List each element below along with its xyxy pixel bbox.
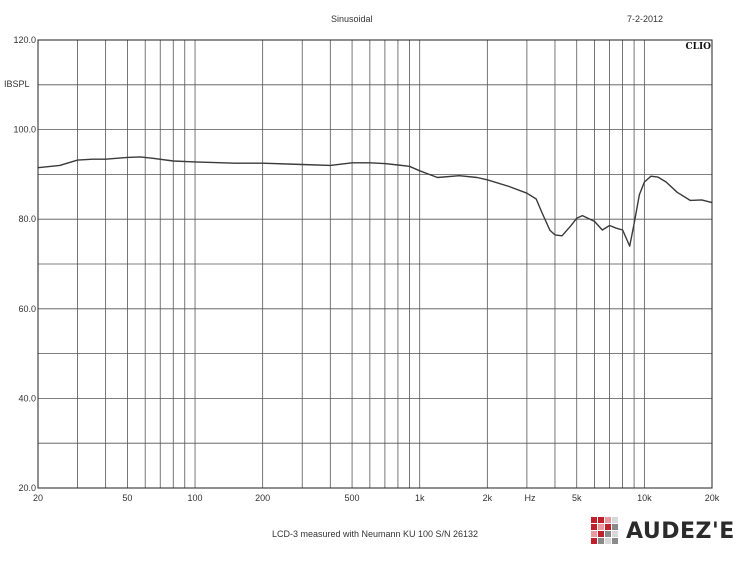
x-tick-label: 10k [637,493,652,503]
x-tick-label: 2k [483,493,493,503]
logo-square [605,517,611,523]
y-tick-label: 120.0 [13,35,36,45]
y-tick-label: 100.0 [13,125,36,135]
logo-square [598,531,604,537]
y-tick-label: 60.0 [18,304,36,314]
brand-logo: AUDEZ'E [590,516,735,546]
x-tick-label: 100 [188,493,203,503]
logo-square [598,517,604,523]
logo-square [591,524,597,530]
logo-square [598,538,604,544]
chart-caption: LCD-3 measured with Neumann KU 100 S/N 2… [271,529,479,539]
logo-square [605,524,611,530]
logo-square [612,524,618,530]
x-tick-label: 50 [122,493,132,503]
logo-square [605,531,611,537]
y-tick-label: 80.0 [18,214,36,224]
logo-square [612,538,618,544]
logo-square [612,517,618,523]
plot-frame [37,39,713,489]
x-tick-label: 20 [33,493,43,503]
y-tick-label: 40.0 [18,393,36,403]
logo-square [605,538,611,544]
logo-square [591,517,597,523]
x-tick-label: 1k [415,493,425,503]
series-line-frequency-response [37,156,713,247]
x-axis-unit-label: Hz [525,493,536,503]
logo-square [612,531,618,537]
audeze-logo-icon [591,517,618,544]
measurement-date: 7-2-2012 [627,14,664,24]
brand-name: AUDEZ'E [626,518,735,544]
tick-labels: 120.0 100.0 80.0 60.0 40.0 20.020 50 100 200 500 1… [13,35,719,503]
measurement-mode: Sinusoidal [331,14,373,24]
x-tick-label: 5k [572,493,582,503]
logo-square [591,531,597,537]
x-tick-label: 500 [345,493,360,503]
y-axis-label: IBSPL [4,79,30,89]
clio-watermark: CLIO [685,42,711,52]
grid-lines [37,39,713,489]
x-tick-label: 200 [255,493,270,503]
logo-square [591,538,597,544]
y-tick-label: 20.0 [18,483,36,493]
x-tick-label: 20k [705,493,720,503]
logo-square [598,524,604,530]
